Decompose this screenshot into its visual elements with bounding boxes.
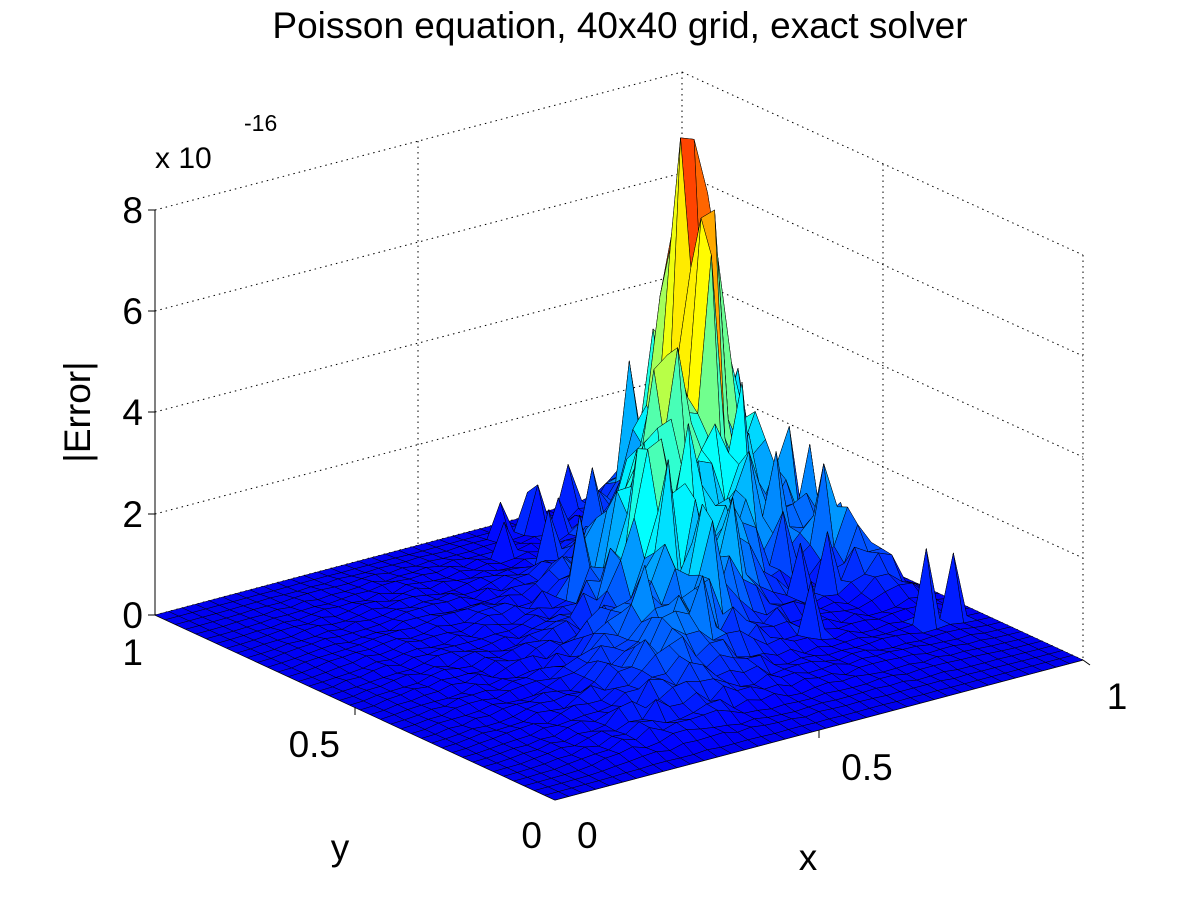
z-tick-label: 4 bbox=[122, 392, 143, 433]
z-exponent: -16 bbox=[244, 110, 277, 136]
z-multiplier: x 10 bbox=[155, 142, 212, 175]
x-tick-label: 0 bbox=[577, 815, 598, 856]
x-tick-label: 1 bbox=[1107, 676, 1128, 717]
error-surface bbox=[154, 137, 1084, 801]
y-tick-label: 1 bbox=[122, 632, 143, 673]
x-tick-label: 0.5 bbox=[841, 747, 892, 788]
y-axis-label: y bbox=[331, 827, 350, 868]
y-tick-label: 0.5 bbox=[289, 724, 340, 765]
z-tick-label: 8 bbox=[122, 190, 143, 231]
surface-patch bbox=[544, 791, 570, 801]
axis-ticks-front bbox=[354, 659, 1091, 738]
y-tick-label: 0 bbox=[521, 815, 542, 856]
z-axis-label: |Error| bbox=[57, 361, 98, 462]
chart-title: Poisson equation, 40x40 grid, exact solv… bbox=[272, 5, 967, 46]
z-tick-label: 6 bbox=[122, 291, 143, 332]
x-axis-label: x bbox=[799, 837, 818, 878]
z-tick-label: 0 bbox=[122, 595, 143, 636]
z-tick-label: 2 bbox=[122, 494, 143, 535]
